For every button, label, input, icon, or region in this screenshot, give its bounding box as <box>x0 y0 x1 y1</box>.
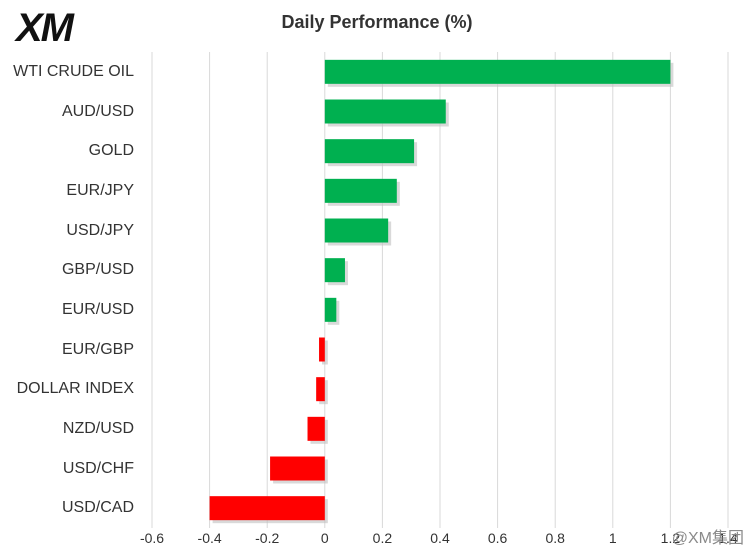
x-tick-label: 0.4 <box>430 530 450 546</box>
x-tick-label: -0.2 <box>255 530 280 546</box>
category-label: WTI CRUDE OIL <box>13 62 134 80</box>
xm-logo-text: XM <box>14 6 76 46</box>
bar-usd-jpy <box>324 218 389 243</box>
bar-aud-usd <box>324 99 446 124</box>
x-tick-label: 1.2 <box>660 530 681 546</box>
x-tick-label: 1 <box>608 530 617 546</box>
watermark: @XM集团 <box>671 530 744 547</box>
category-label: DOLLAR INDEX <box>16 380 134 398</box>
bar-usd-chf <box>270 456 325 481</box>
bar-eur-gbp <box>319 337 325 362</box>
category-label: EUR/USD <box>61 300 134 318</box>
category-label: EUR/JPY <box>66 181 134 199</box>
bar-usd-cad <box>209 496 325 521</box>
xm-logo: XM <box>14 6 78 46</box>
bar-eur-usd <box>324 297 337 322</box>
category-label: USD/CAD <box>61 499 134 517</box>
bar-shadow <box>322 340 328 365</box>
chart-title: Daily Performance (%) <box>281 12 473 32</box>
x-tick-label: 0.6 <box>487 530 508 546</box>
category-label: EUR/GBP <box>61 340 134 358</box>
x-tick-label: 0.8 <box>545 530 565 546</box>
x-tick-label: 1.4 <box>718 530 738 546</box>
x-tick-label: -0.4 <box>197 530 222 546</box>
category-label: GOLD <box>88 142 134 160</box>
category-label: USD/CHF <box>62 459 134 477</box>
bar-nzd-usd <box>307 416 325 441</box>
x-tick-label: 0 <box>320 530 329 546</box>
bar-gold <box>324 139 415 164</box>
category-label: NZD/USD <box>62 419 134 437</box>
category-label: AUD/USD <box>61 102 134 120</box>
bar-gbp-usd <box>324 258 345 283</box>
bar-wti-crude-oil <box>324 59 671 84</box>
category-label: GBP/USD <box>61 261 134 279</box>
bar-dollar-index <box>316 377 325 402</box>
x-tick-label: 0.2 <box>372 530 393 546</box>
category-label: USD/JPY <box>66 221 134 239</box>
x-tick-label: -0.6 <box>139 530 165 546</box>
bar-eur-jpy <box>324 178 397 203</box>
